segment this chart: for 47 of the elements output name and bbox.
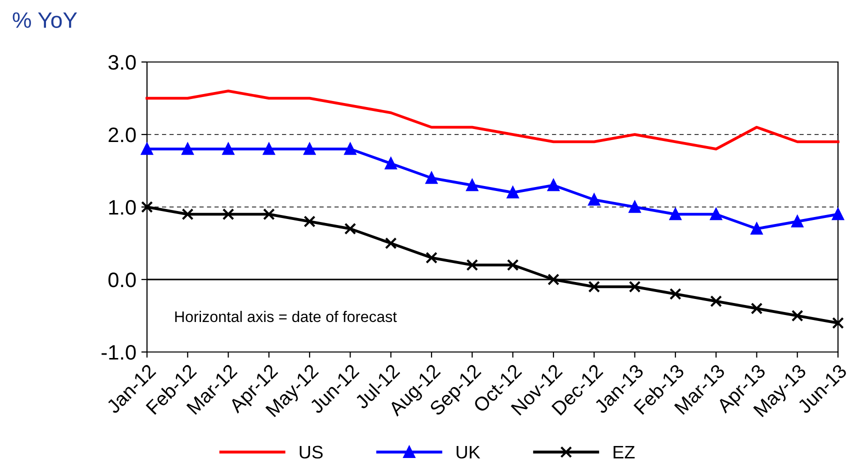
point <box>506 186 519 198</box>
point <box>832 208 844 220</box>
point <box>628 280 641 293</box>
point <box>304 216 316 228</box>
point <box>141 143 153 155</box>
point <box>710 208 722 220</box>
point <box>791 216 804 228</box>
legend-label: EZ <box>614 446 635 458</box>
point <box>670 208 682 220</box>
point <box>670 288 682 300</box>
point <box>588 280 600 293</box>
point <box>222 143 234 155</box>
point <box>750 222 763 235</box>
point <box>548 179 560 192</box>
point <box>182 143 194 155</box>
legend-label: US <box>300 446 323 459</box>
point <box>628 201 641 213</box>
point <box>506 259 519 271</box>
point <box>466 179 478 192</box>
y-tick-label: -1.0 <box>102 345 136 360</box>
y-tick-label: 1.0 <box>109 200 136 215</box>
y-tick-label: 3.0 <box>108 55 136 70</box>
point <box>304 143 316 155</box>
point <box>791 310 804 322</box>
y-tick-label: 2.0 <box>108 128 136 142</box>
point <box>384 237 397 250</box>
point <box>344 143 356 155</box>
annotation: Horizontal axis = date of forecast <box>175 310 397 322</box>
point <box>344 222 356 235</box>
line-series <box>146 90 840 150</box>
point <box>426 252 438 264</box>
point <box>384 158 397 170</box>
point <box>182 208 194 220</box>
point <box>548 274 560 286</box>
point <box>263 208 275 220</box>
point <box>466 259 478 271</box>
point <box>222 208 234 220</box>
point <box>426 172 438 184</box>
y-tick-label: 0.0 <box>108 272 136 288</box>
point <box>263 143 275 155</box>
point <box>710 295 722 308</box>
point <box>141 201 153 213</box>
point <box>832 317 844 329</box>
point <box>750 302 763 314</box>
y-axis-title: % YoY <box>12 12 78 28</box>
legend-label: UK <box>456 446 480 459</box>
point <box>588 194 600 206</box>
